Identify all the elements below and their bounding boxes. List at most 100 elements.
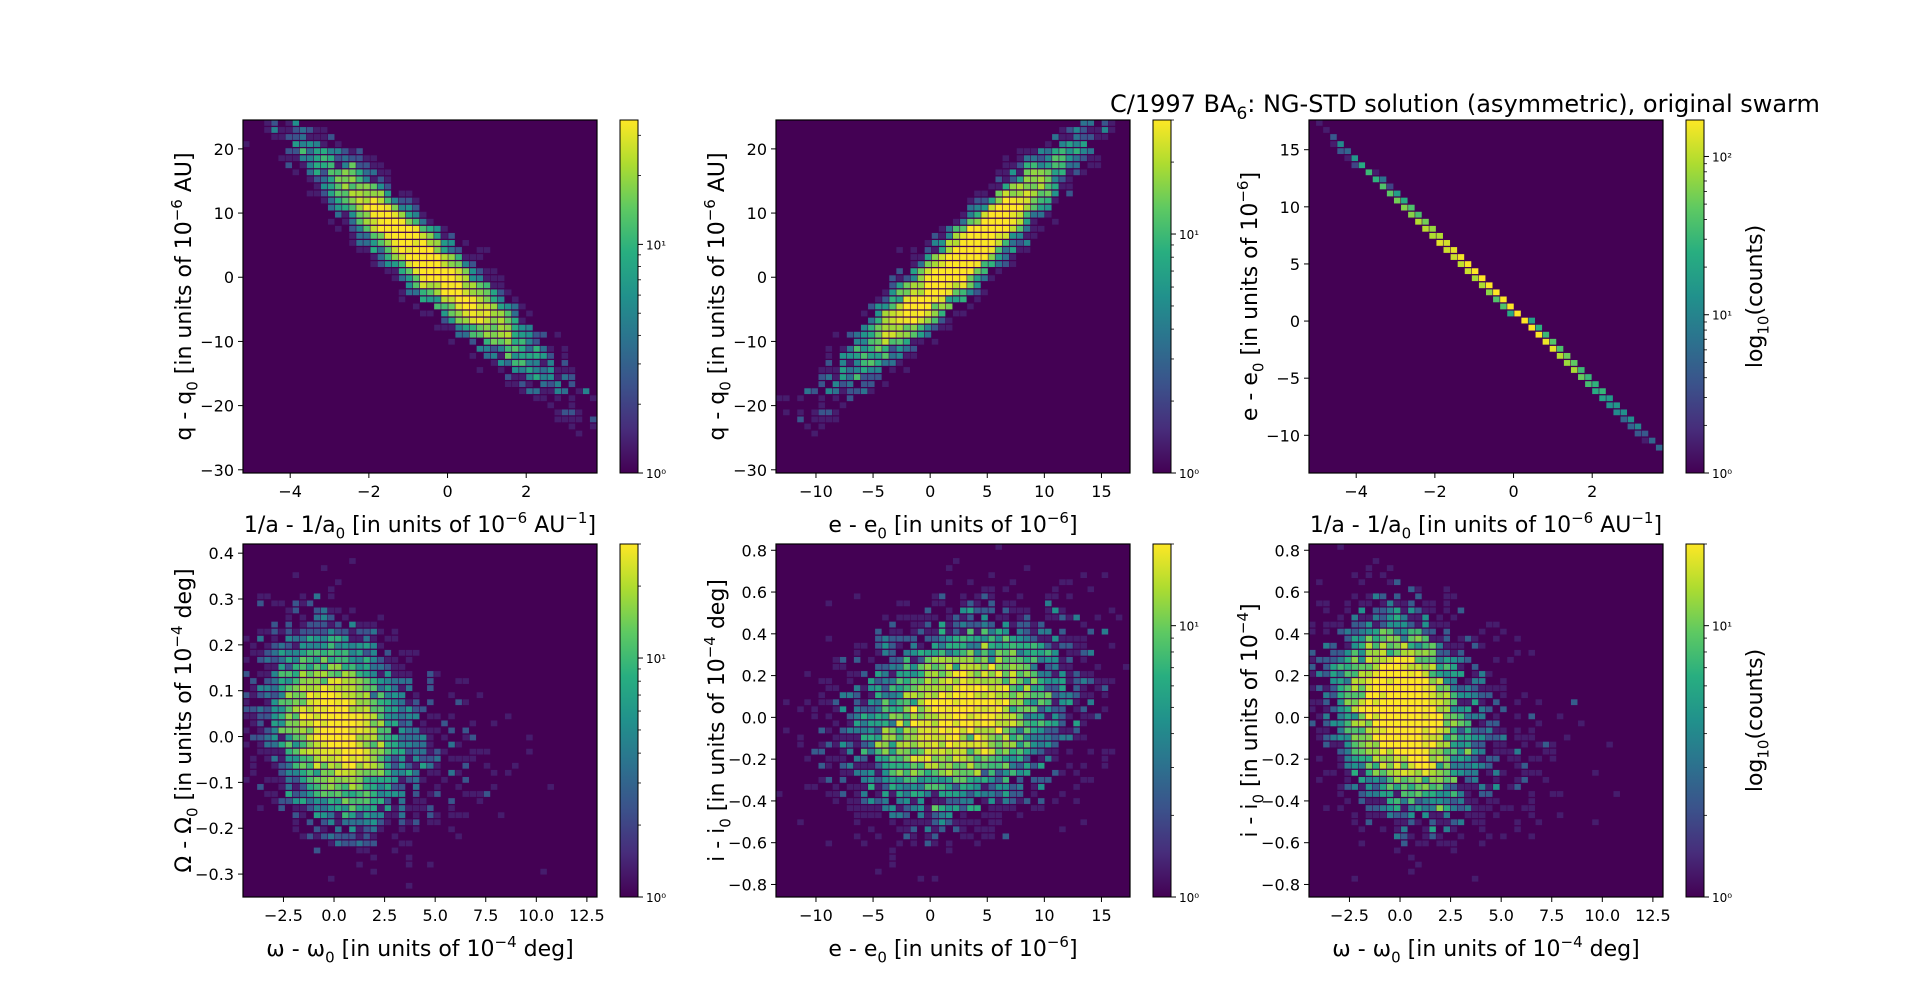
heatmap-cell [1016,628,1024,635]
heatmap-cell [896,310,903,317]
heatmap-cell [853,388,861,395]
heatmap-cell [1030,664,1038,670]
heatmap-cell [1009,579,1017,586]
heatmap-cell [1023,713,1031,720]
heatmap-cell [1372,685,1380,691]
heatmap-cell [1101,628,1109,635]
heatmap-cell [299,720,307,727]
heatmap-cell [1030,232,1038,239]
heatmap-cell [561,409,569,416]
heatmap-cell [1500,741,1507,748]
heatmap-cell [292,727,300,734]
heatmap-cell [327,664,335,670]
heatmap-cell [412,289,420,296]
heatmap-cell [910,649,918,656]
heatmap-cell [356,720,363,727]
heatmap-cell [370,776,377,783]
heatmap-cell [356,798,363,804]
heatmap-cell [1052,162,1059,169]
heatmap-cell [981,833,988,840]
axes-frame [1308,543,1664,898]
heatmap-cell [1037,713,1045,720]
heatmap-cell [363,183,370,190]
heatmap-cell [342,692,349,699]
heatmap-cell [497,338,505,345]
heatmap-cell [910,352,918,359]
heatmap-cell [1087,628,1095,635]
heatmap-cell [342,204,349,211]
heatmap-cell [455,296,462,303]
heatmap-cell [931,776,939,783]
heatmap-cell [1337,685,1344,691]
heatmap-cell [1358,162,1366,169]
heatmap-cell [1393,706,1401,713]
heatmap-cell [1052,218,1059,225]
heatmap-cell [1401,741,1408,748]
heatmap-cell [384,720,392,727]
heatmap-cell [988,240,995,246]
heatmap-cell [875,692,882,699]
heatmap-cell [896,614,903,621]
heatmap-cell [497,303,505,310]
heatmap-cell [974,628,981,635]
heatmap-cell [1066,614,1073,621]
heatmap-cell [335,713,342,720]
heatmap-cell [405,706,413,713]
heatmap-cell [967,819,974,826]
heatmap-cell [882,713,889,720]
heatmap-cell [1365,621,1373,628]
heatmap-cell [1535,324,1543,331]
heatmap-cell [1365,776,1373,783]
heatmap-cell [391,218,399,225]
heatmap-cell [995,176,1002,183]
heatmap-cell [349,183,356,190]
heatmap-cell [1037,699,1045,706]
heatmap-cell [981,190,988,197]
heatmap-cell [568,374,576,380]
heatmap-cell [504,345,512,352]
heatmap-cell [335,671,342,677]
heatmap-cell [903,769,910,776]
heatmap-cell [1016,678,1024,684]
heatmap-cell [974,649,981,656]
heatmap-cell [299,706,307,713]
heatmap-cell [1464,261,1472,267]
heatmap-cell [434,324,441,331]
heatmap-cell [1323,607,1330,614]
heatmap-cell [271,798,278,804]
heatmap-cell [356,155,363,162]
heatmap-cell [1344,755,1351,762]
heatmap-cell [342,755,349,762]
heatmap-cell [974,762,981,769]
heatmap-cell [960,762,967,769]
heatmap-cell [1002,183,1010,190]
heatmap-cell [868,656,875,663]
heatmap-cell [896,769,903,776]
heatmap-cell [1016,685,1024,691]
heatmap-cell [313,791,321,797]
heatmap-cell [931,261,939,267]
heatmap-cell [264,593,271,600]
heatmap-cell [1002,664,1010,670]
heatmap-cell [974,190,981,197]
heatmap-cell [910,755,918,762]
heatmap-cell [1009,699,1017,706]
heatmap-cell [370,218,377,225]
heatmap-cell [412,232,420,239]
heatmap-cell [1330,671,1337,677]
heatmap-cell [931,875,939,882]
heatmap-cell [974,232,981,239]
heatmap-cell [1401,204,1408,211]
heatmap-cell [349,762,356,769]
heatmap-cell [504,317,512,324]
heatmap-cell [1087,692,1095,699]
heatmap-cell [292,734,300,741]
heatmap-cell [476,798,484,804]
heatmap-cell [335,649,342,656]
heatmap-cell [1358,614,1366,621]
heatmap-cell [561,345,569,352]
heatmap-cell [405,211,413,218]
heatmap-cell [363,769,370,776]
heatmap-cell [931,642,939,649]
heatmap-cell [1002,720,1010,727]
